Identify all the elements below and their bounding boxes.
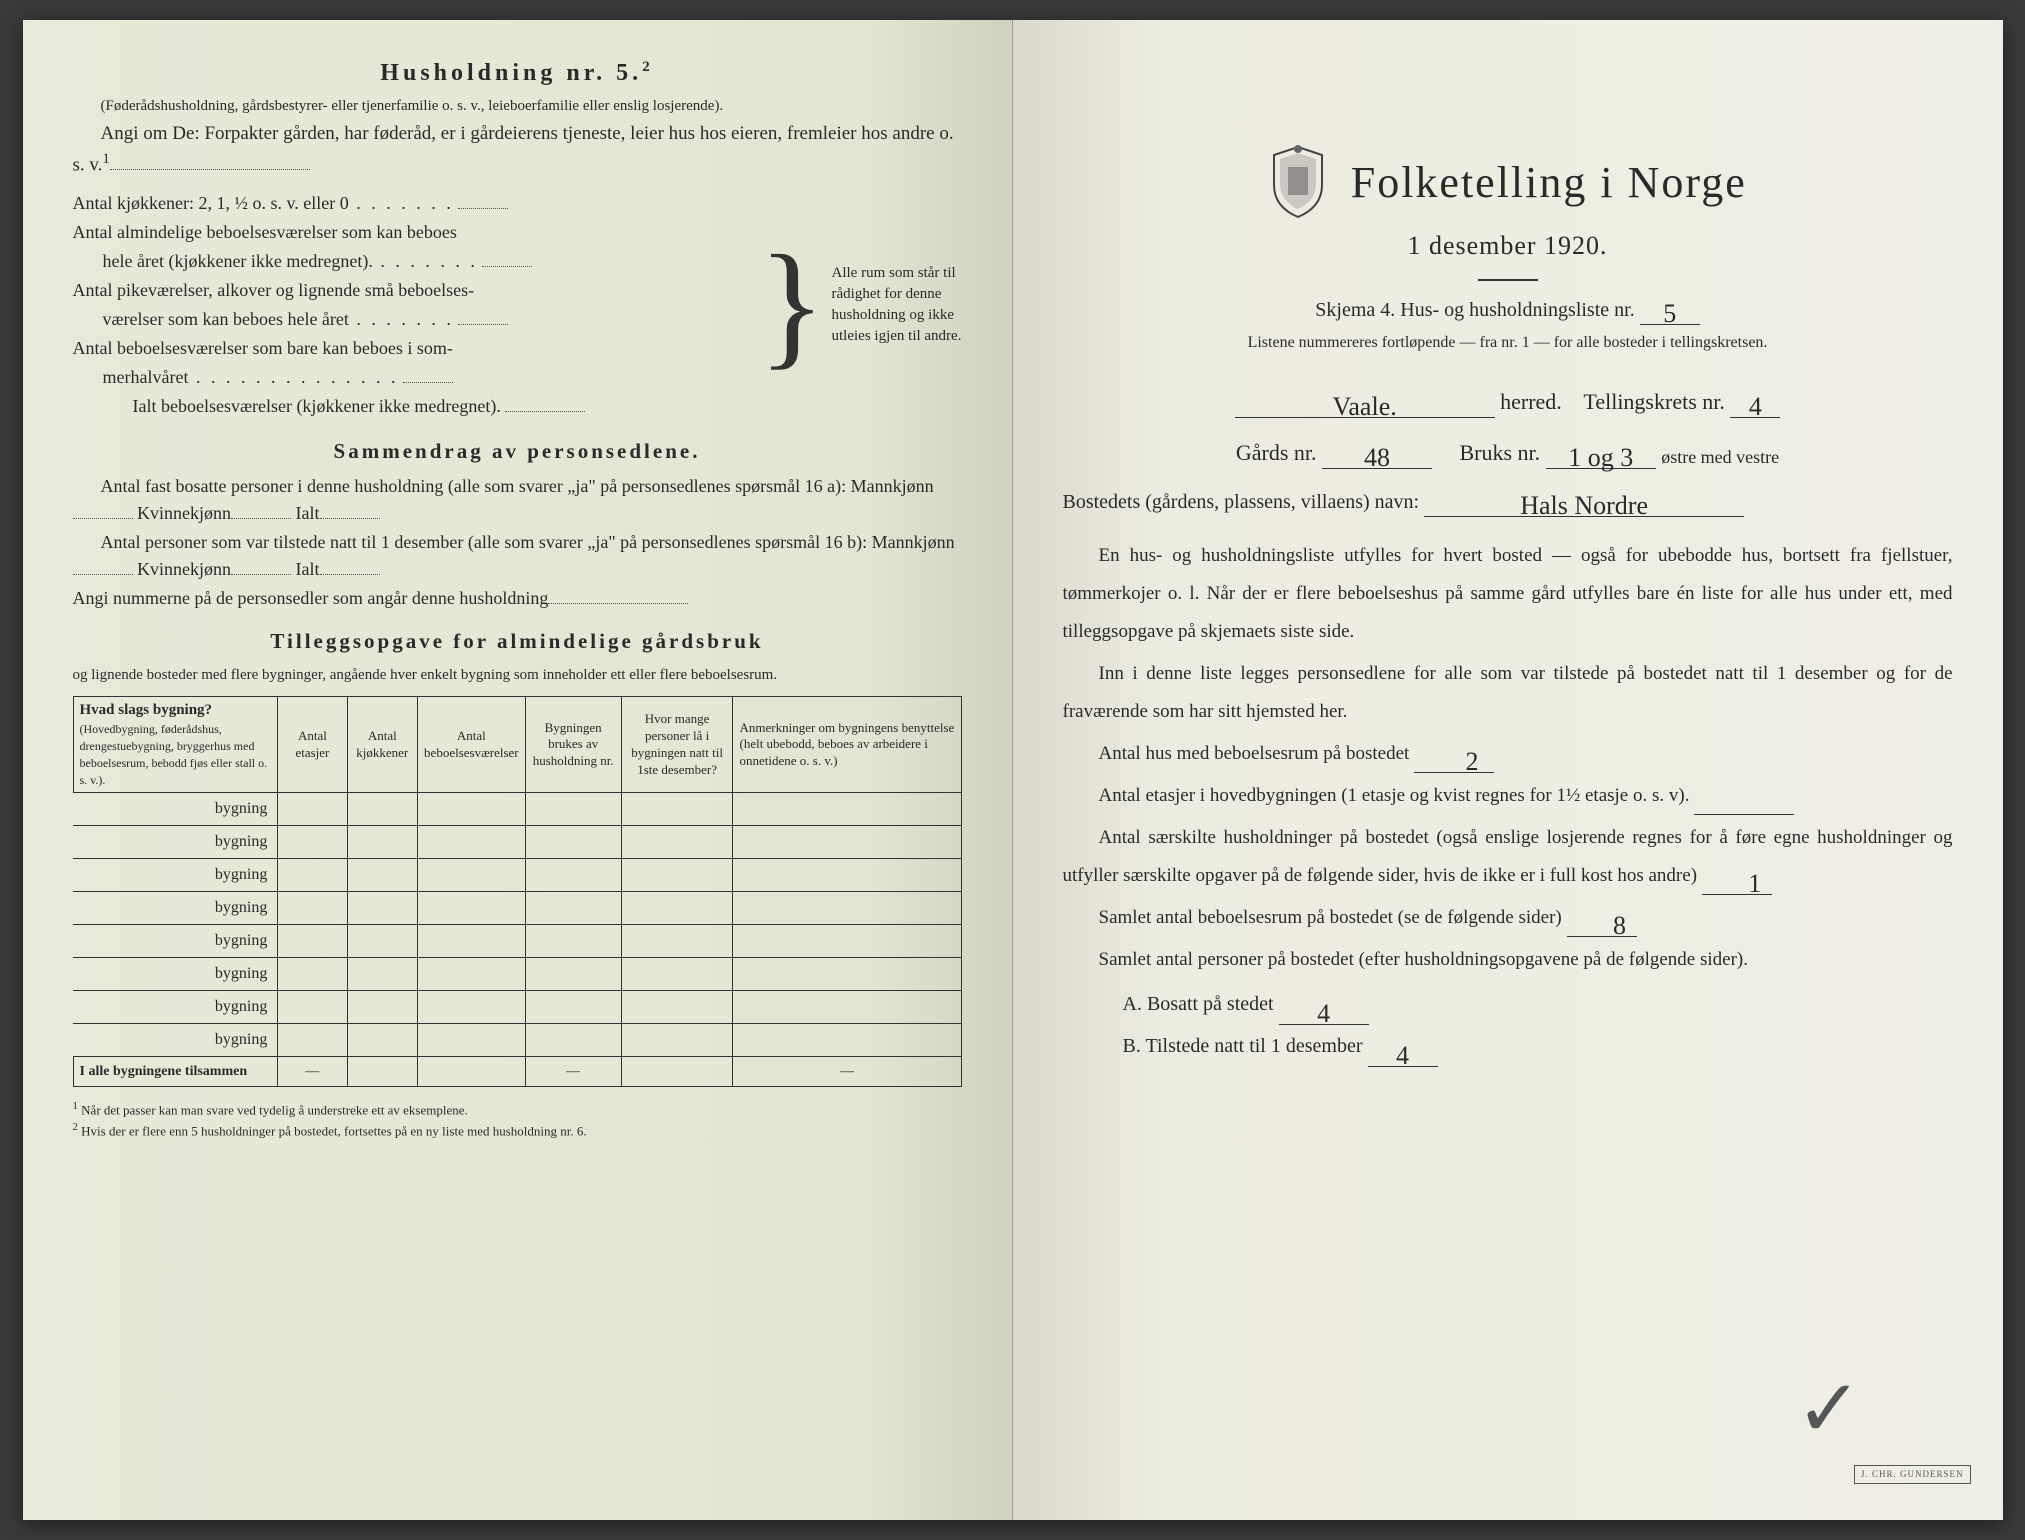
checkmark-icon: ✓ (1795, 1350, 1862, 1470)
instructions: En hus- og husholdningsliste utfylles fo… (1063, 537, 1953, 1067)
totals-b: B. Tilstede natt til 1 desember 4 (1123, 1025, 1953, 1067)
title-block: Folketelling i Norge 1 desember 1920. Sk… (1063, 145, 1953, 355)
census-date: 1 desember 1920. (1063, 226, 1953, 265)
footnotes: 1 Når det passer kan man svare ved tydel… (73, 1099, 962, 1140)
left-page: Husholdning nr. 5.2 (Føderådshusholdning… (23, 20, 1013, 1520)
addendum-title: Tilleggsopgave for almindelige gårdsbruk (73, 626, 962, 658)
brace-text: Alle rum som står til rådighet for denne… (832, 263, 962, 347)
bosted-row: Bostedets (gårdens, plassens, villaens) … (1063, 487, 1953, 517)
main-title: Folketelling i Norge (1351, 150, 1747, 216)
sub1: (Føderådshusholdning, gårdsbestyrer- ell… (73, 95, 962, 118)
summary-l3: Angi nummerne på de personsedler som ang… (73, 585, 962, 612)
brace-icon: } (752, 235, 831, 375)
sub2: Angi om De: Forpakter gården, har føderå… (73, 120, 962, 180)
building-table: Hvad slags bygning? (Hovedbygning, føder… (73, 696, 962, 1087)
rooms-block: Antal kjøkkener: 2, 1, ½ o. s. v. eller … (73, 188, 962, 422)
form-number-line: Skjema 4. Hus- og husholdningsliste nr. … (1063, 295, 1953, 325)
summary-l2: Antal personer som var tilstede natt til… (73, 529, 962, 583)
addendum-sub: og lignende bosteder med flere bygninger… (73, 664, 962, 687)
printer-stamp: J. CHR. GUNDERSEN (1854, 1465, 1971, 1485)
herred-row: Vaale. herred. Tellingskrets nr. 4 (1063, 385, 1953, 418)
summary-l1: Antal fast bosatte personer i denne hush… (73, 473, 962, 527)
household-title: Husholdning nr. 5.2 (73, 55, 962, 91)
gards-row: Gårds nr. 48 Bruks nr. 1 og 3 østre med … (1063, 436, 1953, 469)
numbering-note: Listene nummereres fortløpende — fra nr.… (1063, 331, 1953, 355)
totals-a: A. Bosatt på stedet 4 (1123, 983, 1953, 1025)
coat-of-arms-icon (1268, 145, 1328, 220)
document-spread: Husholdning nr. 5.2 (Føderådshusholdning… (23, 20, 2003, 1520)
right-page: Folketelling i Norge 1 desember 1920. Sk… (1013, 20, 2003, 1520)
summary-title: Sammendrag av personsedlene. (73, 436, 962, 468)
